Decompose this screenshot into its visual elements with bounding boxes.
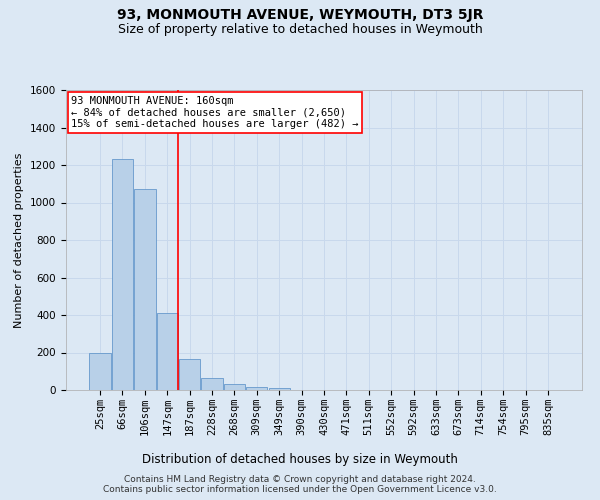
Bar	[246, 387, 268, 390]
Bar	[179, 359, 200, 390]
Bar	[112, 160, 133, 390]
Bar	[224, 384, 245, 390]
Bar	[157, 313, 178, 390]
Bar	[202, 378, 223, 390]
Text: 93 MONMOUTH AVENUE: 160sqm
← 84% of detached houses are smaller (2,650)
15% of s: 93 MONMOUTH AVENUE: 160sqm ← 84% of deta…	[71, 96, 359, 129]
Bar	[269, 388, 290, 390]
Bar	[89, 352, 111, 390]
Y-axis label: Number of detached properties: Number of detached properties	[14, 152, 25, 328]
Bar	[134, 190, 155, 390]
Text: Distribution of detached houses by size in Weymouth: Distribution of detached houses by size …	[142, 452, 458, 466]
Text: Contains HM Land Registry data © Crown copyright and database right 2024.
Contai: Contains HM Land Registry data © Crown c…	[103, 474, 497, 494]
Text: Size of property relative to detached houses in Weymouth: Size of property relative to detached ho…	[118, 22, 482, 36]
Text: 93, MONMOUTH AVENUE, WEYMOUTH, DT3 5JR: 93, MONMOUTH AVENUE, WEYMOUTH, DT3 5JR	[117, 8, 483, 22]
